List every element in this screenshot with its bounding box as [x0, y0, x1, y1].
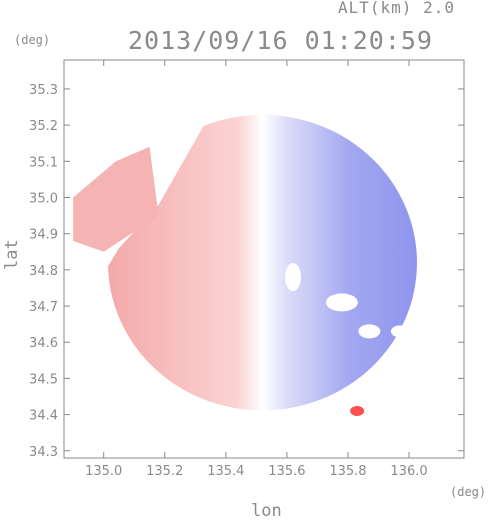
- y-tick-label: 34.7: [29, 300, 58, 315]
- chart-title: 2013/09/16 01:20:59: [128, 26, 433, 55]
- y-tick-label: 35.1: [29, 155, 58, 170]
- x-axis-label: lon: [251, 501, 282, 521]
- x-tick-label: 135.6: [268, 464, 305, 479]
- x-tick-label: 135.4: [207, 464, 244, 479]
- y-tick-label: 35.0: [29, 191, 58, 206]
- y-tick-label: 34.8: [29, 264, 58, 279]
- x-tick-label: 136.0: [390, 464, 427, 479]
- y-tick-label: 34.4: [29, 409, 58, 424]
- axis-ticks: 135.0 135.2 135.4 135.6 135.8 136.0 34.3 34.4 34…: [29, 60, 464, 479]
- y-tick-label: 34.5: [29, 372, 58, 387]
- x-tick-label: 135.2: [146, 464, 183, 479]
- y-tick-label: 34.9: [29, 228, 58, 243]
- y-tick-label: 35.3: [29, 83, 58, 98]
- no-echo-patch: [358, 324, 381, 339]
- y-tick-label: 34.6: [29, 336, 58, 351]
- no-echo-patch: [390, 325, 409, 338]
- y-tick-label: 35.2: [29, 119, 58, 134]
- plot-frame: [63, 59, 465, 459]
- x-tick-label: 135.0: [85, 464, 122, 479]
- velocity-field: [64, 60, 417, 416]
- strong-echo-spot: [350, 405, 365, 416]
- x-unit-label: (deg): [450, 485, 487, 499]
- altitude-label: ALT(km) 2.0: [338, 0, 455, 17]
- no-echo-patch: [325, 293, 358, 312]
- y-unit-label: (deg): [14, 33, 51, 47]
- northwest-echo-lobe: [73, 146, 159, 252]
- x-tick-label: 135.8: [329, 464, 366, 479]
- radar-velocity-disc: [107, 114, 417, 411]
- no-echo-patch: [285, 263, 302, 292]
- y-tick-label: 34.3: [29, 445, 58, 460]
